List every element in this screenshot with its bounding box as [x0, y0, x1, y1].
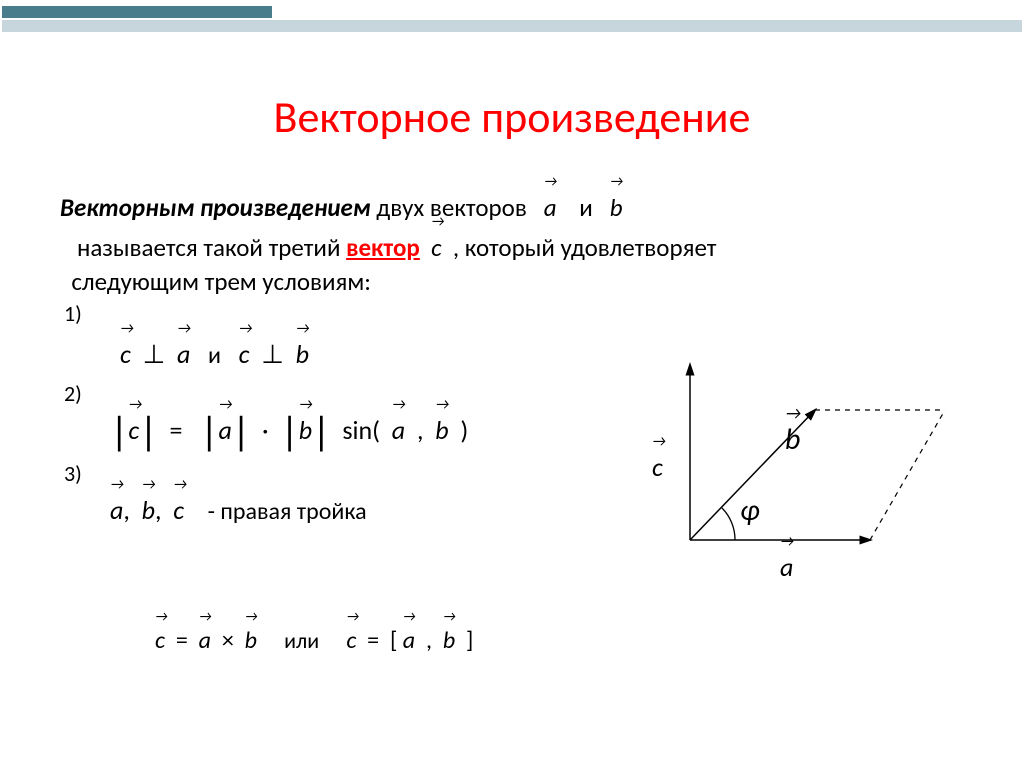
c2-eq: =	[169, 414, 182, 446]
c3-sep2: ,	[155, 494, 162, 526]
c1-vec-c: c	[120, 332, 131, 370]
c3-vec-b: b	[142, 488, 155, 526]
vec-b-inline: b	[610, 185, 623, 225]
c1-vec-c2: c	[239, 332, 250, 370]
perp-1-icon: ⊥	[143, 338, 166, 370]
vector-diagram: c b a φ	[640, 350, 960, 580]
c2-comma: ,	[417, 414, 424, 446]
vector-link[interactable]: вектор	[346, 232, 420, 263]
condition-3: a, b, c - правая тройка	[110, 488, 367, 526]
item-2-number: 2)	[64, 380, 82, 407]
definition-line2-suffix: , который удовлетворяет	[453, 232, 717, 263]
top-band	[0, 0, 1024, 38]
c2-vec-b2: b	[435, 408, 448, 446]
r-vec-a: a	[199, 620, 211, 655]
definition-line2-prefix: называется такой третий	[71, 232, 346, 263]
c2-sin-open: sin(	[342, 414, 380, 446]
top-bar-dark	[2, 6, 272, 18]
r-vec-a2: a	[403, 620, 415, 655]
definition-line3: следующим трем условиям:	[71, 266, 371, 297]
item-3-number: 3)	[64, 460, 82, 487]
definition-term: Векторным произведением	[60, 192, 371, 223]
c3-vec-c: c	[173, 488, 184, 526]
condition-2: |c| = |a| · |b| sin( a , b )	[110, 407, 468, 456]
r-rb: ]	[466, 626, 473, 655]
c2-vec-a: a	[218, 408, 231, 446]
r-vec-b: b	[245, 620, 257, 655]
perp-2-icon: ⊥	[261, 338, 284, 370]
definition-block: Векторным произведением двух векторов a …	[60, 185, 960, 298]
and-label: и	[579, 192, 593, 223]
r-eq1: =	[176, 626, 188, 655]
r-times: ×	[222, 626, 234, 655]
page-title: Векторное произведение	[0, 90, 1024, 144]
c3-sep1: ,	[123, 494, 130, 526]
diag-label-c: c	[652, 445, 663, 483]
diag-label-phi: φ	[740, 492, 760, 529]
vec-c-inline: c	[431, 225, 441, 265]
r-vec-c2: c	[346, 620, 356, 655]
definition-after-term: двух векторов	[376, 192, 532, 223]
c2-close: )	[460, 414, 468, 446]
top-bar-light	[2, 20, 1022, 32]
c2-vec-b: b	[299, 408, 312, 446]
c2-vec-c: c	[128, 408, 139, 446]
condition-1: c ⊥ a и c ⊥ b	[120, 332, 309, 370]
r-vec-b2: b	[443, 620, 455, 655]
c1-vec-a: a	[177, 332, 190, 370]
item-1-number: 1)	[64, 300, 82, 327]
c1-vec-b: b	[296, 332, 309, 370]
r-comma: ,	[426, 626, 432, 655]
result-notation: c = a × b или c = [ a , b ]	[155, 620, 473, 655]
c3-text: - правая тройка	[208, 497, 367, 526]
r-vec-c: c	[155, 620, 165, 655]
r-eq2: =	[367, 626, 379, 655]
c1-and: и	[208, 341, 221, 370]
c2-vec-a2: a	[392, 408, 405, 446]
vec-a-inline: a	[544, 185, 557, 225]
diag-label-b: b	[785, 415, 800, 458]
r-lb: [	[390, 626, 397, 655]
c2-dot: ·	[262, 414, 269, 446]
c3-vec-a: a	[110, 488, 123, 526]
r-or: или	[284, 627, 319, 654]
diag-label-a: a	[780, 545, 793, 583]
